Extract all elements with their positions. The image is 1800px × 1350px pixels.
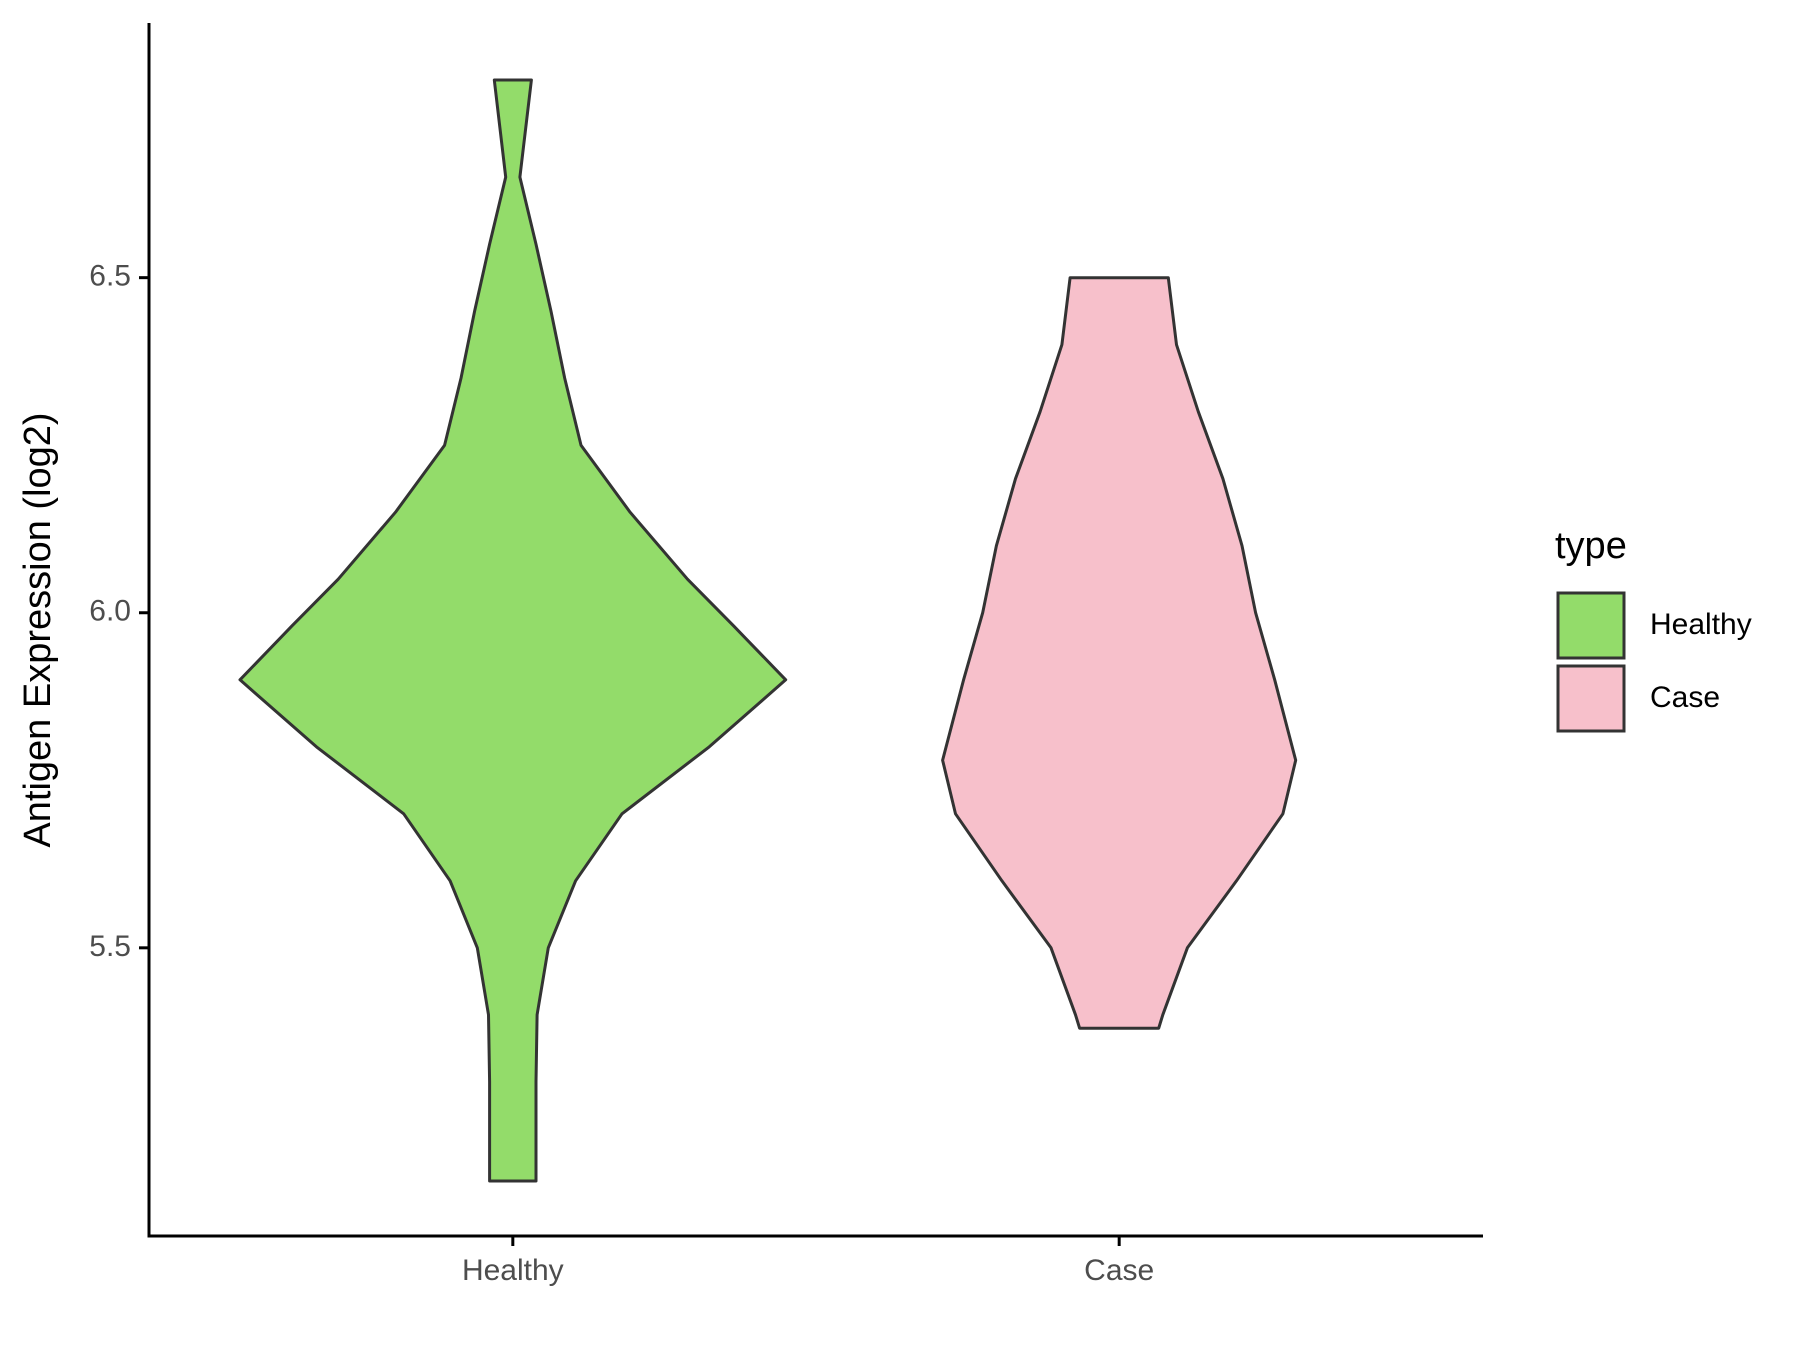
legend-key: [1556, 591, 1626, 660]
x-tick-label: Case: [1084, 1254, 1154, 1287]
violin: [238, 78, 788, 1183]
legend-label: Healthy: [1650, 608, 1752, 641]
legend-title: type: [1555, 525, 1627, 567]
y-axis-title: Antigen Expression (log2): [17, 412, 59, 847]
legend-key: [1556, 664, 1626, 733]
y-tick-label: 5.5: [89, 930, 131, 963]
x-tick-label: Healthy: [462, 1254, 564, 1287]
legend-label: Case: [1650, 681, 1720, 714]
y-tick-label: 6.5: [89, 260, 131, 293]
violin: [941, 276, 1298, 1030]
y-tick-label: 6.0: [89, 595, 131, 628]
